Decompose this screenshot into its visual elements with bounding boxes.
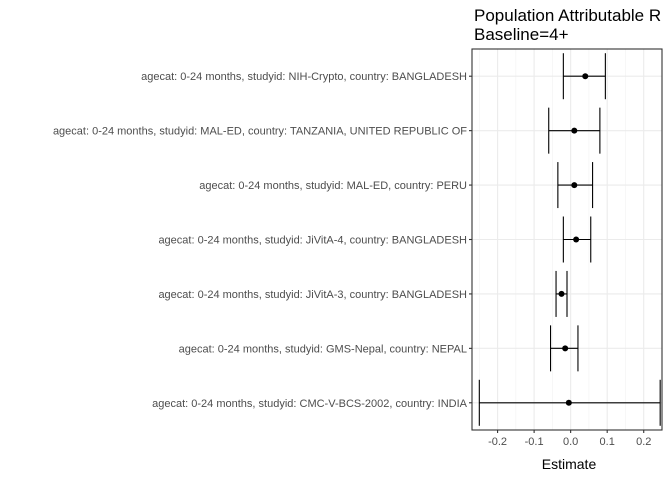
estimate-point [571, 182, 578, 189]
estimate-point [573, 236, 580, 243]
estimate-point [562, 345, 569, 352]
y-tick-label: agecat: 0-24 months, studyid: JiVitA-4, … [158, 235, 467, 247]
y-tick-label: agecat: 0-24 months, studyid: MAL-ED, co… [199, 180, 467, 192]
estimate-point [571, 127, 578, 134]
x-tick-label: 0.2 [636, 436, 651, 448]
plot-panel [471, 48, 663, 431]
x-tick-label: 0.0 [563, 436, 578, 448]
y-tick-label: agecat: 0-24 months, studyid: MAL-ED, co… [53, 126, 467, 138]
estimate-point [558, 290, 565, 297]
chart-title-line-1: Population Attributable R [474, 6, 661, 25]
x-axis: -0.2 -0.1 0.0 0.1 0.2 [488, 430, 651, 448]
x-tick-label: -0.2 [488, 436, 507, 448]
y-tick-label: agecat: 0-24 months, studyid: JiVitA-3, … [158, 289, 467, 301]
x-tick-label: -0.1 [525, 436, 544, 448]
estimate-point [565, 399, 572, 406]
x-axis-title: Estimate [542, 456, 597, 472]
x-tick-label: 0.1 [600, 436, 615, 448]
y-tick-label: agecat: 0-24 months, studyid: GMS-Nepal,… [179, 343, 467, 355]
y-axis-labels: agecat: 0-24 months, studyid: NIH-Crypto… [53, 71, 472, 410]
y-tick-label: agecat: 0-24 months, studyid: NIH-Crypto… [141, 71, 467, 83]
chart-title-line-2: Baseline=4+ [474, 25, 569, 44]
estimate-point [582, 73, 589, 80]
y-tick-label: agecat: 0-24 months, studyid: CMC-V-BCS-… [152, 398, 468, 410]
